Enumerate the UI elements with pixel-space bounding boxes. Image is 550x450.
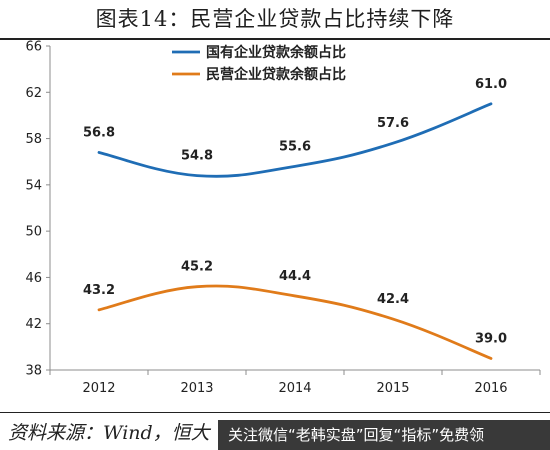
data-label: 56.8 bbox=[83, 125, 115, 140]
chart-title-bar: 图表14：民营企业贷款占比持续下降 bbox=[0, 0, 550, 40]
y-tick-label: 54 bbox=[25, 178, 42, 193]
y-tick-label: 58 bbox=[25, 132, 42, 147]
legend-label-1: 国有企业贷款余额占比 bbox=[206, 44, 346, 61]
x-tick-label: 2014 bbox=[278, 381, 311, 396]
y-tick-label: 62 bbox=[25, 86, 42, 101]
y-tick-label: 66 bbox=[25, 40, 42, 55]
data-label: 42.4 bbox=[377, 292, 409, 307]
data-label: 55.6 bbox=[279, 139, 311, 154]
series-line-2 bbox=[97, 284, 493, 360]
data-label: 39.0 bbox=[475, 331, 507, 346]
data-label: 45.2 bbox=[181, 260, 213, 275]
y-tick-label: 38 bbox=[25, 364, 42, 379]
chart-title: 图表14：民营企业贷款占比持续下降 bbox=[95, 7, 455, 31]
data-label: 61.0 bbox=[475, 77, 507, 92]
source-note: 资料来源：Wind，恒大 bbox=[8, 422, 210, 444]
source-divider bbox=[0, 412, 550, 413]
x-tick-label: 2012 bbox=[82, 381, 115, 396]
x-tick-label: 2013 bbox=[180, 381, 213, 396]
y-tick-label: 46 bbox=[25, 271, 42, 286]
x-tick-label: 2015 bbox=[376, 381, 409, 396]
title-divider bbox=[0, 38, 550, 40]
wechat-promo-banner[interactable]: 关注微信“老韩实盘”回复“指标”免费领 bbox=[218, 420, 550, 450]
y-tick-label: 42 bbox=[25, 317, 42, 332]
data-label: 44.4 bbox=[279, 269, 311, 284]
data-label: 57.6 bbox=[377, 116, 409, 131]
line-chart: 38 42 46 50 54 58 62 66 2012 2013 2014 2015 2016 56.8… bbox=[25, 40, 541, 396]
x-tick-label: 2016 bbox=[474, 381, 507, 396]
series-line-1 bbox=[97, 102, 493, 178]
legend-label-2: 民营企业贷款余额占比 bbox=[206, 66, 346, 83]
y-tick-label: 50 bbox=[25, 225, 42, 240]
data-label: 43.2 bbox=[83, 283, 115, 298]
data-label: 54.8 bbox=[181, 149, 213, 164]
